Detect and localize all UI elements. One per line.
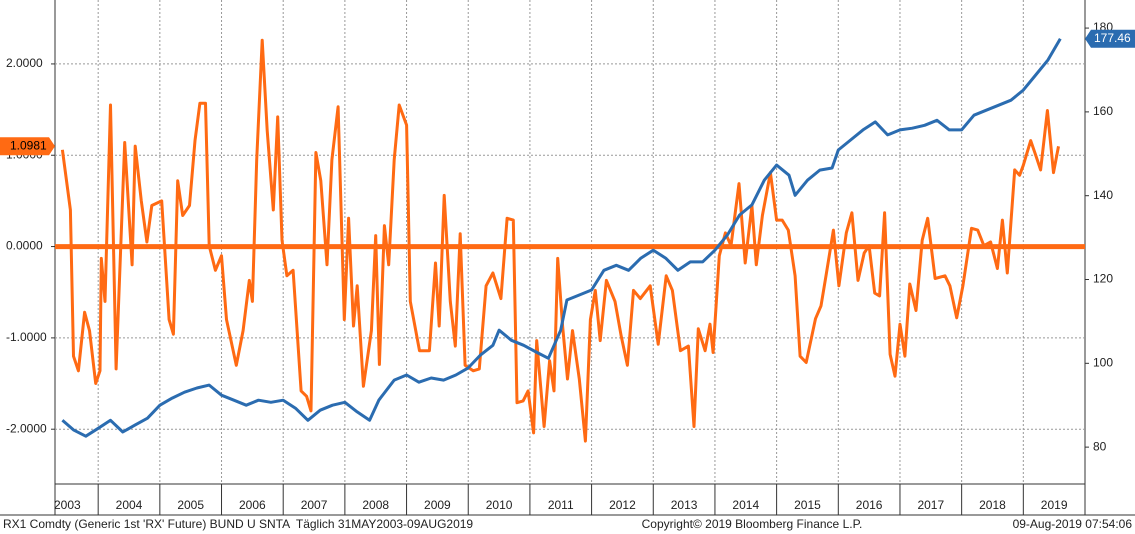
- x-tick-label: 2006: [239, 498, 266, 512]
- y-tick-label: 0.0000: [6, 239, 43, 253]
- x-tick-label: 2008: [362, 498, 389, 512]
- x-tick-label: 2014: [732, 498, 759, 512]
- x-tick-label: 2012: [609, 498, 636, 512]
- y2-tick-label: 140: [1093, 188, 1113, 202]
- series-line: [60, 38, 1060, 443]
- y-tick-label: 2.0000: [6, 56, 43, 70]
- footer-copyright: Copyright© 2019 Bloomberg Finance L.P.: [642, 517, 863, 531]
- x-tick-label: 2019: [1041, 498, 1068, 512]
- y2-tick-label: 120: [1093, 272, 1113, 286]
- x-tick-label: 2004: [116, 498, 143, 512]
- x-tick-label: 2018: [979, 498, 1006, 512]
- last-value-box: [1085, 29, 1135, 48]
- x-tick-label: 2005: [177, 498, 204, 512]
- x-tick-label: 2013: [671, 498, 698, 512]
- x-tick-label: 2017: [917, 498, 944, 512]
- last-value-label: 1.0981: [10, 138, 47, 152]
- y-tick-label: -1.0000: [6, 330, 47, 344]
- x-tick-label: 2007: [301, 498, 328, 512]
- x-tick-label: 2003: [54, 498, 81, 512]
- x-tick-label: 2009: [424, 498, 451, 512]
- series-line: [61, 37, 1062, 438]
- x-tick-label: 2016: [856, 498, 883, 512]
- y2-tick-label: 80: [1093, 439, 1107, 453]
- y2-tick-label: 100: [1093, 355, 1113, 369]
- y-tick-label: -2.0000: [6, 421, 47, 435]
- last-value-box: [0, 137, 55, 156]
- footer-time: 09-Aug-2019 07:54:06: [1013, 517, 1133, 531]
- y2-tick-label: 160: [1093, 104, 1113, 118]
- x-tick-label: 2011: [548, 498, 574, 512]
- x-tick-label: 2010: [486, 498, 513, 512]
- x-tick-label: 2015: [794, 498, 821, 512]
- last-value-label: 177.46: [1094, 31, 1131, 45]
- footer-source: RX1 Comdty (Generic 1st 'RX' Future) BUN…: [3, 517, 473, 531]
